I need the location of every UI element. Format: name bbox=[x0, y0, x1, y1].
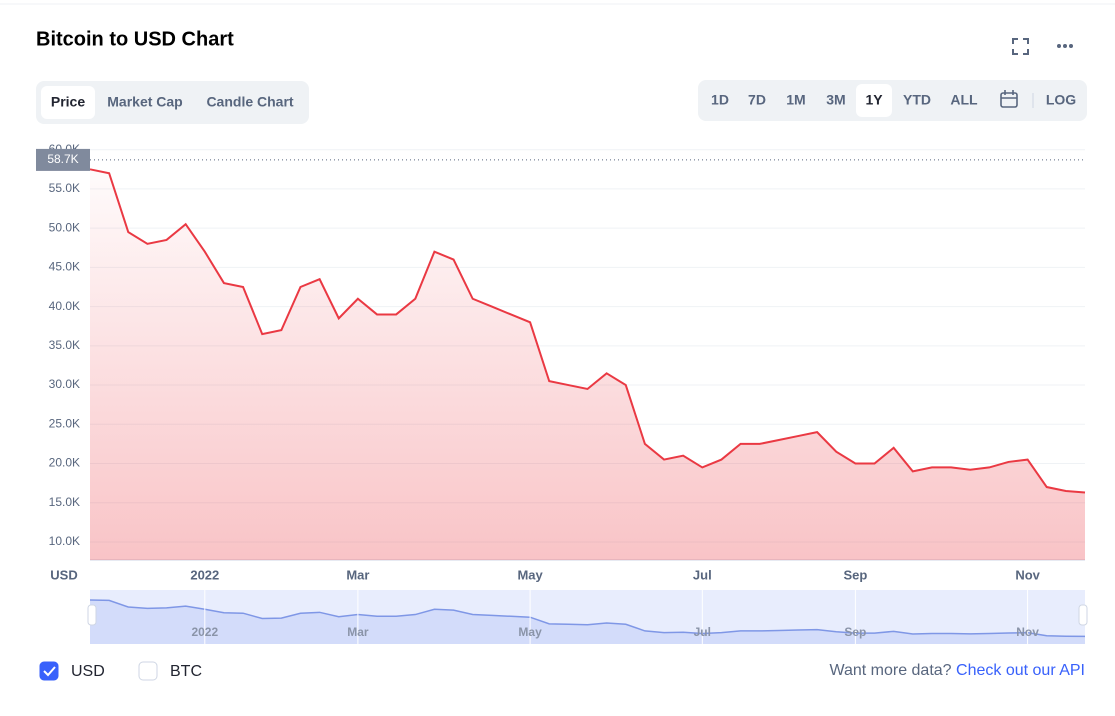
log-button[interactable]: LOG bbox=[1046, 92, 1076, 108]
y-tick-label: 45.0K bbox=[49, 260, 80, 274]
x-tick-label: Mar bbox=[346, 567, 369, 582]
max-label: 58.7K bbox=[47, 152, 78, 166]
range-button[interactable]: 1D bbox=[711, 92, 729, 108]
range-button[interactable]: 3M bbox=[826, 92, 845, 108]
navigator-label: May bbox=[518, 625, 542, 639]
y-tick-label: 10.0K bbox=[49, 534, 80, 548]
navigator-label: Jul bbox=[694, 625, 711, 639]
y-unit-label: USD bbox=[50, 567, 77, 582]
tab[interactable]: Market Cap bbox=[107, 94, 182, 110]
tab[interactable]: Price bbox=[51, 94, 85, 110]
y-tick-label: 15.0K bbox=[49, 495, 80, 509]
legend-label: BTC bbox=[170, 663, 202, 680]
checkmark bbox=[43, 666, 56, 677]
y-tick-label: 40.0K bbox=[49, 299, 80, 313]
y-tick-label: 25.0K bbox=[49, 416, 80, 430]
api-link[interactable]: Check out our API bbox=[956, 662, 1085, 679]
checkbox[interactable] bbox=[138, 661, 158, 681]
navigator-label: Mar bbox=[347, 625, 369, 639]
active-tab-bg bbox=[41, 86, 95, 119]
calendar-icon[interactable] bbox=[1000, 90, 1018, 108]
tab[interactable]: Candle Chart bbox=[206, 94, 293, 110]
price-area bbox=[90, 169, 1085, 561]
navigator-line bbox=[89, 599, 1086, 638]
active-range-bg bbox=[856, 84, 892, 117]
y-tick-label: 20.0K bbox=[49, 456, 80, 470]
x-tick-label: 2022 bbox=[190, 567, 219, 582]
range-group bbox=[698, 80, 1087, 121]
navigator-area bbox=[90, 599, 1085, 644]
navigator-label: 2022 bbox=[191, 625, 218, 639]
y-tick-label: 55.0K bbox=[49, 181, 80, 195]
tab-group bbox=[36, 81, 309, 124]
max-badge bbox=[36, 148, 90, 171]
range-button[interactable]: YTD bbox=[903, 92, 931, 108]
range-button[interactable]: ALL bbox=[950, 92, 978, 108]
range-button[interactable]: 1Y bbox=[865, 92, 883, 108]
fullscreen-icon[interactable] bbox=[1012, 38, 1029, 55]
y-tick-label: 30.0K bbox=[49, 377, 80, 391]
y-tick-label: 50.0K bbox=[49, 220, 80, 234]
checkbox[interactable] bbox=[39, 661, 59, 681]
navigator-handle[interactable] bbox=[87, 604, 97, 626]
price-line bbox=[89, 168, 1086, 494]
legend-label: USD bbox=[71, 663, 105, 680]
watermark: CoinMarketCap bbox=[919, 429, 1051, 449]
navigator-label: Nov bbox=[1016, 625, 1039, 639]
footer-text: Want more data? Check out our API bbox=[829, 662, 1085, 679]
x-tick-label: May bbox=[517, 567, 543, 582]
range-button[interactable]: 1M bbox=[786, 92, 805, 108]
navigator-label: Sep bbox=[844, 625, 866, 639]
navigator-handle[interactable] bbox=[1078, 604, 1088, 626]
footer-question: Want more data? bbox=[829, 662, 951, 679]
more-icon[interactable] bbox=[1057, 44, 1073, 48]
chart-title: Bitcoin to USD Chart bbox=[36, 28, 234, 50]
y-tick-label: 35.0K bbox=[49, 338, 80, 352]
range-button[interactable]: 7D bbox=[748, 92, 766, 108]
x-tick-label: Nov bbox=[1015, 567, 1040, 582]
x-tick-label: Jul bbox=[693, 567, 712, 582]
x-tick-label: Sep bbox=[843, 567, 867, 582]
